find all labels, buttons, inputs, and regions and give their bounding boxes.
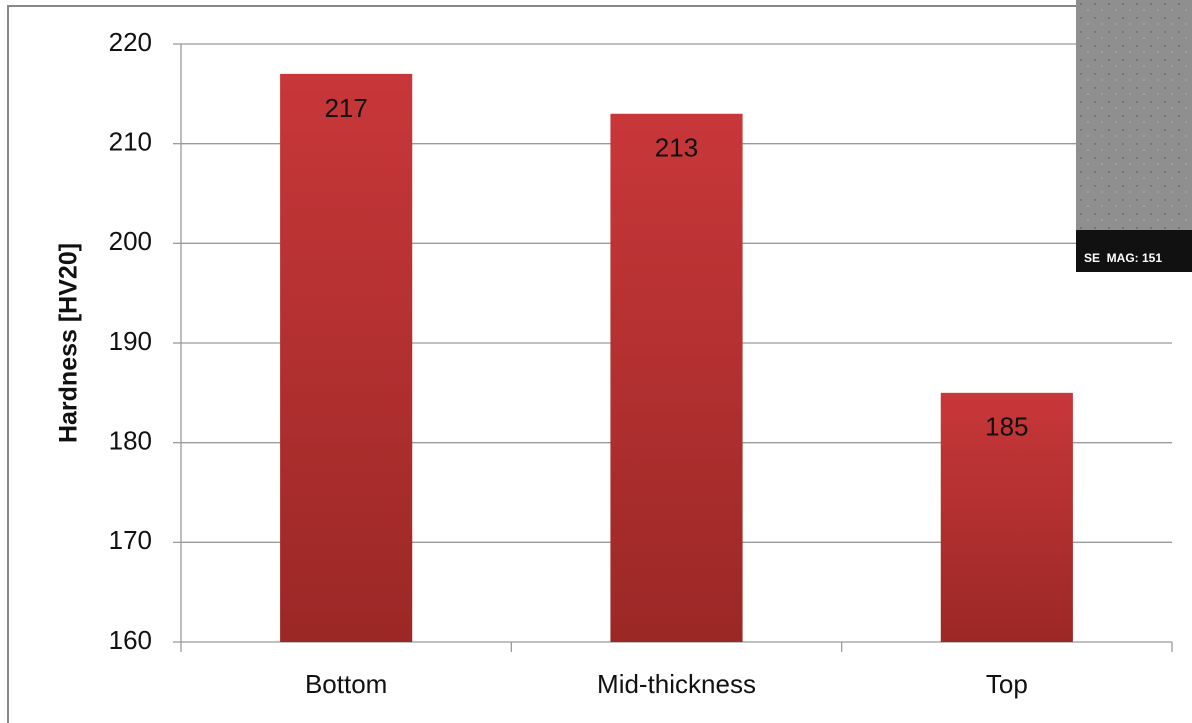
data-label: 185: [985, 412, 1028, 442]
frame: [7, 5, 1192, 723]
y-tick-label: 210: [109, 127, 152, 157]
y-axis-label: Hardness [HV20]: [55, 243, 83, 443]
sem-image: [1076, 0, 1192, 232]
plot-area: 160 170 180 190 200 210 220 Bottom 217 Mid-thickn…: [109, 27, 1173, 699]
x-tick-label: Bottom: [305, 669, 387, 699]
y-tick-label: 200: [109, 226, 152, 256]
inset-caption: SE MAG: 151: [1084, 251, 1162, 265]
caption-strip: [1076, 230, 1192, 272]
y-tick-label: 170: [109, 525, 152, 555]
inset-image: SE MAG: 151: [1076, 0, 1192, 272]
bar: [940, 392, 1073, 642]
y-tick-label: 160: [109, 625, 152, 655]
x-tick-label: Mid-thickness: [597, 669, 756, 699]
bar: [610, 113, 743, 643]
bar: [280, 73, 413, 642]
y-tick-label: 190: [109, 326, 152, 356]
y-tick-label: 220: [109, 27, 152, 57]
y-tick-label: 180: [109, 426, 152, 456]
data-label: 217: [324, 93, 367, 123]
x-tick-label: Top: [986, 669, 1028, 699]
data-label: 213: [655, 133, 698, 163]
